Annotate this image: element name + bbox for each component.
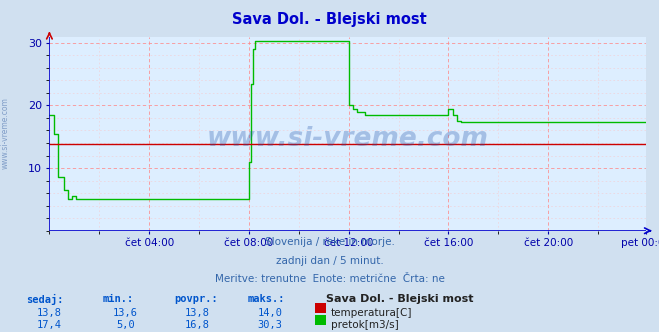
Text: povpr.:: povpr.: [175,294,218,304]
Text: 14,0: 14,0 [258,308,283,318]
Text: 13,8: 13,8 [185,308,210,318]
Text: sedaj:: sedaj: [26,294,64,305]
Text: 13,6: 13,6 [113,308,138,318]
Text: min.:: min.: [102,294,133,304]
Text: Sava Dol. - Blejski most: Sava Dol. - Blejski most [326,294,474,304]
Text: 13,8: 13,8 [37,308,62,318]
Text: Slovenija / reke in morje.: Slovenija / reke in morje. [264,237,395,247]
Text: temperatura[C]: temperatura[C] [331,308,413,318]
Text: Meritve: trenutne  Enote: metrične  Črta: ne: Meritve: trenutne Enote: metrične Črta: … [215,274,444,284]
Text: 5,0: 5,0 [116,320,134,330]
Text: www.si-vreme.com: www.si-vreme.com [1,97,10,169]
Text: Sava Dol. - Blejski most: Sava Dol. - Blejski most [232,12,427,27]
Text: 16,8: 16,8 [185,320,210,330]
Text: www.si-vreme.com: www.si-vreme.com [207,126,488,152]
Text: maks.:: maks.: [247,294,285,304]
Text: 17,4: 17,4 [37,320,62,330]
Text: pretok[m3/s]: pretok[m3/s] [331,320,399,330]
Text: 30,3: 30,3 [258,320,283,330]
Text: zadnji dan / 5 minut.: zadnji dan / 5 minut. [275,256,384,266]
